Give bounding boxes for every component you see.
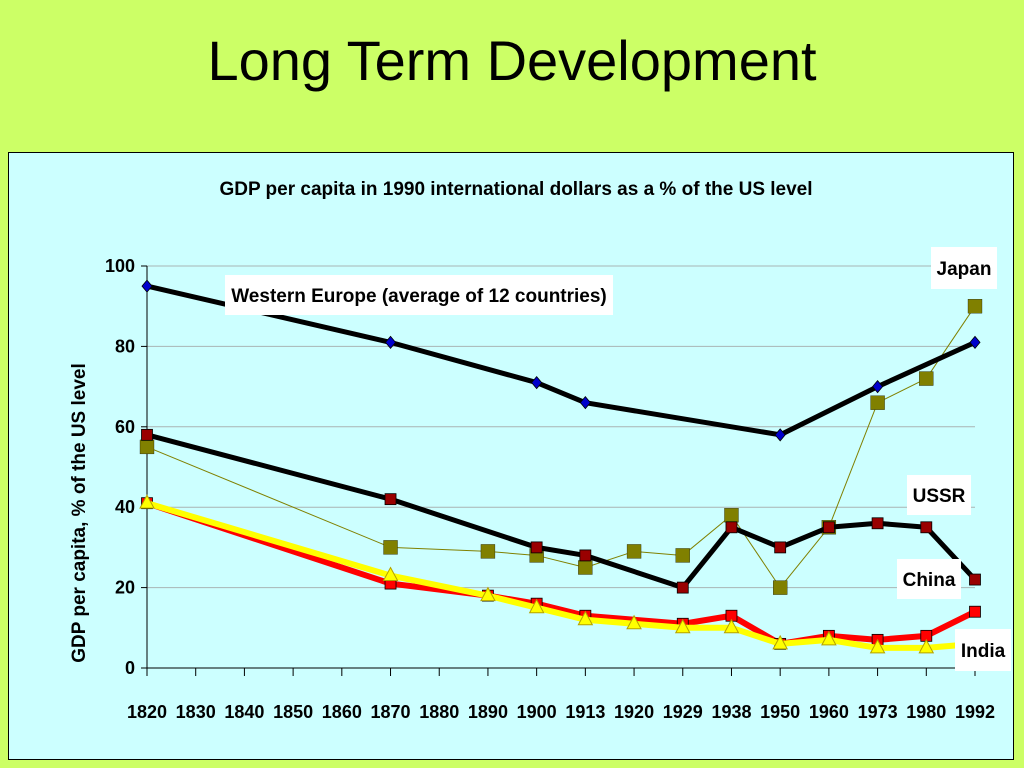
x-tick-label: 1880 [419,702,459,722]
data-point [920,521,933,534]
data-point [579,549,592,562]
x-tick-label: 1900 [517,702,557,722]
chart-container: GDP per capita in 1990 international dol… [8,152,1014,760]
x-tick-label: 1920 [614,702,654,722]
series-label-box: Western Europe (average of 12 countries) [225,275,613,315]
series-label-box: China [897,559,961,599]
data-point [870,395,885,410]
label-box [931,247,997,289]
series-line [146,432,977,591]
series-india [139,494,983,654]
label-box [955,629,1011,671]
data-point [141,428,153,441]
x-tick-label: 1929 [663,702,703,722]
series-china [141,497,981,650]
data-point [919,371,934,386]
data-point [384,493,397,506]
x-tick-label: 1870 [371,702,411,722]
x-tick-label: 1980 [906,702,946,722]
data-point [577,610,594,626]
data-point [967,299,983,314]
data-point [674,618,691,634]
series-label: Japan [937,259,992,280]
data-point [772,634,789,650]
series-label: India [961,641,1006,662]
data-point [774,428,786,442]
label-box [897,559,961,599]
data-point [969,335,981,350]
data-point [773,580,788,595]
x-tick-label: 1950 [760,702,800,722]
data-point [724,508,739,523]
data-point [141,279,153,293]
series-label: USSR [913,486,966,507]
series-western [141,279,981,442]
label-box [907,475,971,515]
data-point [969,573,981,586]
line-chart: GDP per capita in 1990 international dol… [69,179,1011,722]
data-point [725,521,738,534]
data-point [383,540,398,555]
series-ussr [141,428,981,594]
data-point [626,544,642,559]
data-point [528,598,545,614]
y-tick-label: 100 [105,256,135,276]
series-label: Western Europe (average of 12 countries) [231,286,607,307]
series-label: China [903,570,956,591]
slide-title: Long Term Development [207,29,817,92]
data-point [531,375,543,390]
y-tick-label: 0 [125,658,135,678]
data-point [822,521,835,534]
data-point [139,494,155,509]
data-point [869,638,886,654]
data-point [480,544,496,559]
data-point [723,618,740,634]
label-box [225,275,613,315]
x-tick-label: 1830 [176,702,216,722]
data-point [969,605,981,618]
x-tick-label: 1850 [273,702,313,722]
chart-subtitle: GDP per capita in 1990 international dol… [219,179,812,200]
x-tick-label: 1820 [127,702,167,722]
data-point [774,541,787,554]
series-label-box: USSR [907,475,971,515]
series-labels: Western Europe (average of 12 countries)… [225,247,1011,671]
data-point [872,379,884,394]
series-label-box: Japan [931,247,997,289]
x-tick-label: 1890 [468,702,508,722]
data-point [871,517,884,530]
data-point [530,541,543,554]
data-point [480,586,496,602]
axes: 0 20 40 60 80 100 1820 1830 1840 1850 1860 1870 1880… [105,256,995,722]
x-tick-label: 1913 [565,702,605,722]
x-tick-label: 1860 [322,702,362,722]
data-point [385,335,397,350]
y-axis-label: GDP per capita, % of the US level [69,363,90,663]
data-point [626,614,642,630]
y-tick-label: 40 [115,497,135,517]
data-point [578,560,593,575]
data-point [821,630,837,646]
data-point [382,566,399,582]
data-point [139,439,155,455]
data-point [675,548,690,563]
data-point [918,638,935,654]
series-label-box: India [955,629,1011,671]
x-tick-label: 1938 [711,702,751,722]
x-tick-label: 1992 [955,702,995,722]
x-tick-label: 1960 [809,702,849,722]
series-group [139,279,983,654]
y-tick-label: 80 [115,336,135,356]
data-point [579,396,591,410]
data-point [676,581,689,594]
x-tick-label: 1973 [858,702,898,722]
y-tick-label: 20 [115,578,135,598]
y-tick-label: 60 [115,417,135,437]
x-tick-label: 1840 [224,702,264,722]
